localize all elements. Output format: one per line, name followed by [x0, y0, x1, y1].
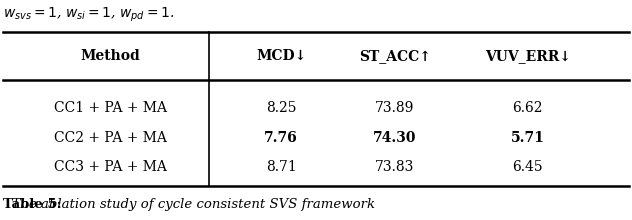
Text: 5.71: 5.71 — [511, 130, 545, 145]
Text: VUV_ERR↓: VUV_ERR↓ — [485, 49, 571, 63]
Text: CC3 + PA + MA: CC3 + PA + MA — [54, 160, 167, 174]
Text: 7.76: 7.76 — [264, 130, 298, 145]
Text: ST_ACC↑: ST_ACC↑ — [359, 49, 431, 63]
Text: 8.25: 8.25 — [266, 101, 296, 115]
Text: 8.71: 8.71 — [266, 160, 296, 174]
Text: 74.30: 74.30 — [374, 130, 416, 145]
Text: The ablation study of cycle consistent SVS framework: The ablation study of cycle consistent S… — [3, 198, 375, 211]
Text: CC2 + PA + MA: CC2 + PA + MA — [54, 130, 167, 145]
Text: MCD↓: MCD↓ — [256, 49, 307, 63]
Text: 73.89: 73.89 — [375, 101, 415, 115]
Text: 6.45: 6.45 — [513, 160, 543, 174]
Text: Method: Method — [81, 49, 140, 63]
Text: 6.62: 6.62 — [513, 101, 543, 115]
Text: 73.83: 73.83 — [375, 160, 415, 174]
Text: CC1 + PA + MA: CC1 + PA + MA — [54, 101, 167, 115]
Text: Table 5:: Table 5: — [3, 198, 62, 211]
Text: $w_{svs}$$=$$1$, $w_{si}$$=$$1$, $w_{pd}$$=$$1$.: $w_{svs}$$=$$1$, $w_{si}$$=$$1$, $w_{pd}… — [3, 6, 175, 24]
